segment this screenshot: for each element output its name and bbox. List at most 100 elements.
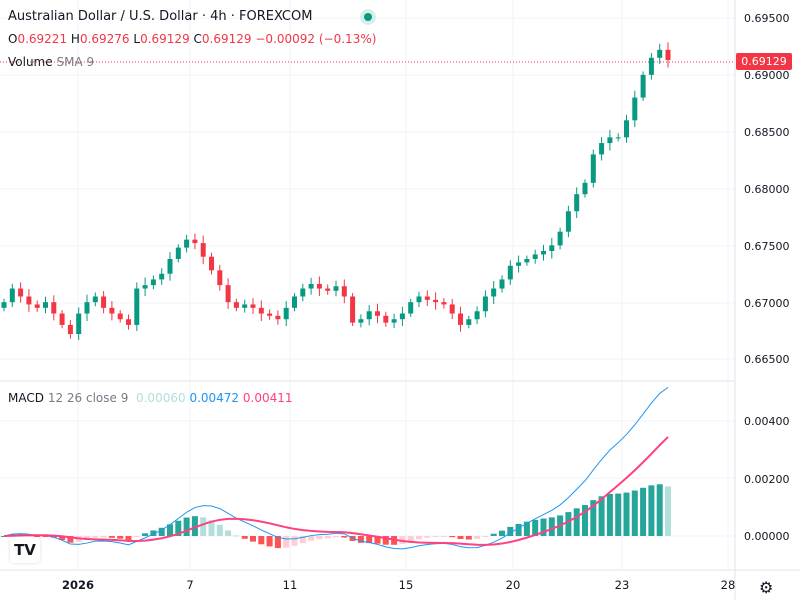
candle-up — [590, 154, 596, 183]
tradingview-logo[interactable]: TV — [10, 537, 40, 563]
candle-up — [159, 273, 165, 280]
candle-down — [350, 296, 356, 323]
high-value: 0.69276 — [79, 32, 130, 46]
macd-histogram-bar — [573, 508, 580, 536]
candles — [1, 42, 671, 341]
macd-histogram-bar — [623, 492, 630, 536]
macd-histogram-bar — [100, 536, 107, 538]
signal-line — [3, 436, 669, 546]
candle-up — [607, 137, 613, 144]
candle-up — [84, 302, 90, 314]
date-tick: 15 — [398, 578, 414, 592]
candle-up — [491, 288, 497, 297]
macd-tick: 0.00400 — [744, 415, 790, 428]
macd-histogram-bar — [67, 536, 74, 543]
candle-up — [175, 247, 181, 259]
macd-histogram-bar — [382, 536, 389, 545]
macd-histogram-bar — [482, 536, 489, 537]
macd-histogram-bar — [208, 520, 215, 536]
candle-down — [109, 307, 115, 314]
candle-down — [441, 302, 447, 305]
macd-histogram-bar — [258, 536, 265, 545]
candle-up — [524, 258, 530, 263]
macd-histogram-bar — [449, 536, 456, 538]
candle-up — [184, 239, 190, 248]
close-label: C — [193, 32, 202, 46]
candle-down — [225, 285, 231, 303]
macd-histogram-bar — [374, 536, 381, 544]
macd-histogram-bar — [457, 536, 464, 539]
candle-up — [516, 262, 522, 266]
candle-down — [250, 304, 256, 308]
macd-histogram-bar — [1, 536, 7, 537]
macd-histogram-bar — [316, 536, 323, 540]
macd-histogram-bar — [565, 512, 572, 536]
ohlc-legend: O0.69221 H0.69276 L0.69129 C0.69129 −0.0… — [8, 32, 376, 46]
candle-up — [416, 296, 422, 303]
candle-up — [308, 283, 314, 289]
candle-down — [67, 324, 73, 334]
date-tick: 7 — [186, 578, 194, 592]
macd-histogram-bar — [548, 517, 555, 536]
candle-up — [333, 286, 339, 291]
macd-histogram-bar — [133, 536, 140, 537]
macd-legend[interactable]: MACD 12 26 close 9 0.00060 0.00472 0.004… — [8, 391, 293, 405]
candle-up — [1, 302, 7, 308]
symbol-title-text: Australian Dollar / U.S. Dollar · 4h · F… — [8, 9, 313, 24]
low-value: 0.69129 — [140, 32, 190, 46]
macd-hist-value: 0.00060 — [135, 391, 186, 405]
macd-histogram-bar — [606, 493, 613, 536]
macd-histogram-bar — [158, 527, 165, 536]
candle-down — [26, 296, 32, 305]
price-tick: 0.67500 — [744, 240, 790, 253]
candle-up — [499, 279, 505, 289]
macd-histogram-bar — [183, 517, 190, 536]
grid — [0, 0, 735, 570]
macd-histogram-bar — [465, 536, 472, 540]
candle-up — [92, 296, 98, 303]
macd-histogram-bar — [590, 500, 597, 536]
macd-histogram-bar — [615, 493, 622, 536]
candle-up — [632, 97, 638, 121]
high-label: H — [70, 32, 80, 46]
change-value: −0.00092 (−0.13%) — [255, 32, 377, 46]
low-label: L — [133, 32, 141, 46]
macd-histogram-bar — [142, 533, 149, 536]
macd-histogram-bar — [42, 536, 49, 537]
candle-down — [59, 313, 65, 325]
settings-gear-icon[interactable]: ⚙ — [759, 578, 774, 597]
volume-label: Volume — [8, 55, 53, 69]
candle-up — [134, 288, 140, 325]
volume-legend[interactable]: Volume SMA 9 — [8, 55, 94, 69]
macd-histogram-bar — [191, 516, 198, 536]
market-status-icon[interactable] — [360, 9, 376, 25]
macd-tick: 0.00000 — [744, 530, 790, 543]
macd-histogram-bar — [532, 519, 539, 536]
candle-down — [18, 288, 24, 297]
macd-histogram-bar — [59, 536, 66, 540]
candle-up — [142, 285, 148, 289]
candle-down — [126, 319, 131, 325]
macd-histogram-bar — [523, 521, 530, 536]
candle-up — [300, 288, 306, 297]
macd-histogram — [1, 484, 671, 549]
macd-histogram-bar — [432, 536, 439, 537]
candle-up — [657, 49, 663, 58]
macd-histogram-bar — [424, 536, 431, 538]
macd-histogram-bar — [34, 536, 41, 537]
macd-histogram-bar — [324, 536, 331, 539]
symbol-title[interactable]: Australian Dollar / U.S. Dollar · 4h · F… — [8, 9, 312, 24]
macd-histogram-bar — [117, 536, 124, 539]
open-label: O — [8, 32, 18, 46]
macd-histogram-bar — [598, 496, 605, 536]
price-tick: 0.68500 — [744, 126, 790, 139]
date-tick: 11 — [282, 578, 298, 592]
price-tick: 0.69500 — [744, 12, 790, 25]
macd-name: MACD — [8, 391, 44, 405]
candle-up — [76, 313, 82, 334]
price-tick: 0.69000 — [744, 69, 790, 82]
candle-down — [383, 315, 389, 323]
candle-down — [458, 313, 463, 325]
candle-up — [565, 211, 571, 232]
